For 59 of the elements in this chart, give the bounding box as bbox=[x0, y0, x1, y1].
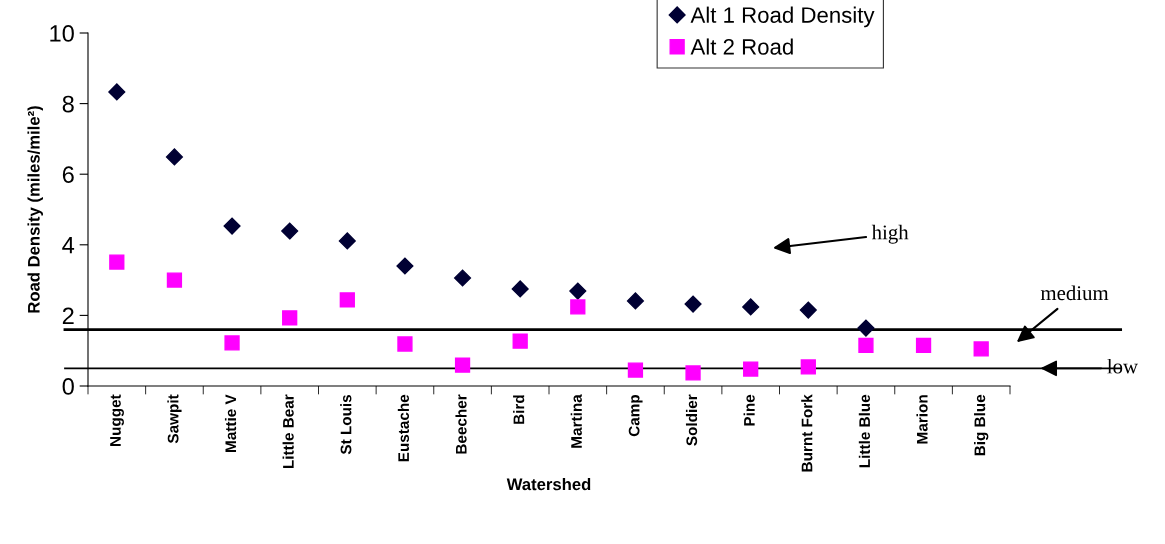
y-axis-title: Road Density (miles/mile²) bbox=[27, 106, 43, 313]
point bbox=[165, 148, 183, 166]
x-tick-label: Pine bbox=[743, 394, 755, 426]
point bbox=[569, 282, 587, 300]
x-tick-label: Mattie V bbox=[224, 394, 237, 452]
x-tick-label: Soldier bbox=[685, 394, 698, 446]
point bbox=[512, 333, 528, 349]
y-tick-label: 6 bbox=[62, 166, 74, 183]
point bbox=[799, 301, 817, 319]
x-tick-label: Nugget bbox=[110, 394, 124, 446]
point bbox=[338, 232, 356, 250]
point bbox=[397, 336, 413, 352]
ref-line-label: low bbox=[1107, 358, 1138, 374]
y-tick-label: 4 bbox=[62, 237, 75, 254]
point bbox=[626, 292, 644, 310]
x-tick-label: Big Blue bbox=[974, 394, 989, 456]
point bbox=[223, 217, 241, 235]
y-tick-label: 0 bbox=[62, 378, 74, 395]
point bbox=[108, 83, 126, 101]
legend-label: Alt 1 Road Density bbox=[690, 6, 875, 28]
x-tick-label: Beecher bbox=[455, 394, 467, 454]
point bbox=[915, 337, 932, 354]
x-tick-label: St Louis bbox=[340, 394, 352, 455]
point bbox=[973, 341, 989, 357]
point bbox=[166, 272, 183, 288]
point bbox=[684, 295, 702, 313]
point bbox=[396, 257, 414, 275]
y-tick-label: 10 bbox=[50, 25, 74, 42]
point bbox=[454, 357, 471, 373]
y-tick-label: 8 bbox=[62, 95, 74, 113]
y-tick-label: 2 bbox=[62, 307, 74, 324]
point bbox=[282, 310, 298, 326]
point bbox=[857, 319, 875, 337]
point bbox=[742, 298, 760, 316]
annotation: high bbox=[871, 224, 909, 244]
point bbox=[858, 337, 874, 354]
point bbox=[743, 361, 759, 377]
ref-line-label: medium bbox=[1040, 285, 1109, 301]
point bbox=[685, 365, 701, 381]
point bbox=[339, 292, 355, 308]
x-axis-title: Watershed bbox=[506, 477, 591, 491]
x-tick-label: Bird bbox=[513, 395, 525, 424]
x-tick-label: Little Bear bbox=[282, 394, 294, 469]
point bbox=[109, 254, 125, 270]
point bbox=[570, 299, 586, 315]
point bbox=[627, 362, 644, 378]
x-tick-label: Camp bbox=[628, 394, 643, 437]
x-tick-label: Burnt Fork bbox=[801, 394, 813, 472]
point bbox=[281, 222, 299, 240]
x-tick-label: Marion bbox=[916, 395, 928, 444]
legend-label: Alt 2 Road bbox=[690, 38, 793, 55]
point bbox=[800, 359, 816, 375]
point bbox=[224, 335, 240, 351]
x-tick-label: Martina bbox=[570, 394, 582, 448]
point bbox=[511, 280, 529, 298]
x-tick-label: Little Blue bbox=[858, 394, 871, 468]
x-tick-label: Sawpit bbox=[167, 394, 182, 444]
x-tick-label: Eustache bbox=[397, 394, 410, 462]
point bbox=[454, 269, 472, 287]
